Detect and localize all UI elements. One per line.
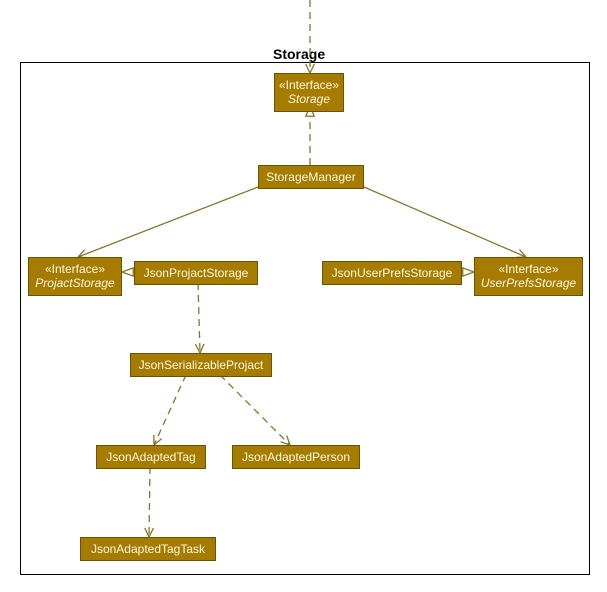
stereotype: «Interface» (45, 262, 105, 276)
node-JsonUserPrefsStorage: JsonUserPrefsStorage (322, 261, 462, 285)
class-name: UserPrefsStorage (481, 276, 576, 290)
class-name: ProjactStorage (35, 276, 114, 290)
node-StorageManager: StorageManager (258, 165, 364, 189)
diagram-canvas: Storage «Interface»StorageStorageManager… (0, 0, 607, 592)
package-box (20, 62, 590, 575)
node-Storage: «Interface»Storage (274, 73, 344, 112)
node-JsonProjactStorage: JsonProjactStorage (134, 261, 258, 285)
package-title: Storage (273, 46, 325, 62)
class-name: Storage (288, 92, 330, 106)
stereotype: «Interface» (498, 262, 558, 276)
stereotype: «Interface» (279, 78, 339, 92)
node-ProjactStorage: «Interface»ProjactStorage (28, 257, 122, 296)
node-UserPrefsStorage: «Interface»UserPrefsStorage (474, 257, 583, 296)
node-JsonSerializableProjact: JsonSerializableProjact (130, 353, 272, 377)
node-JsonAdaptedTag: JsonAdaptedTag (96, 445, 206, 469)
node-JsonAdaptedPerson: JsonAdaptedPerson (232, 445, 360, 469)
node-JsonAdaptedTagTask: JsonAdaptedTagTask (80, 537, 216, 561)
